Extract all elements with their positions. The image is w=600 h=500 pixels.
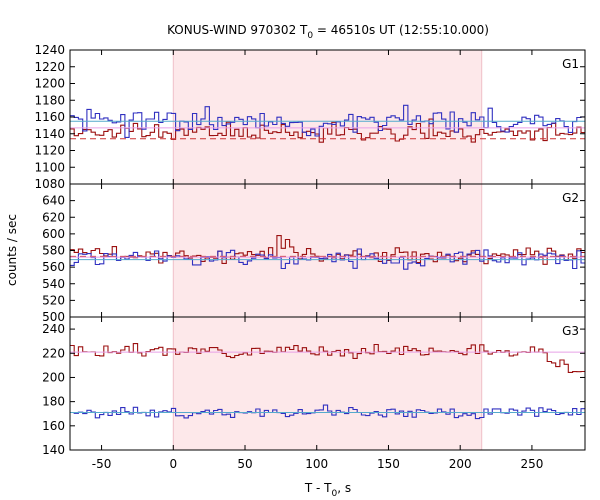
y-tick-label: 640 (42, 194, 65, 208)
x-tick-label: 100 (305, 457, 328, 471)
highlight-region (173, 184, 482, 317)
x-tick-label: 50 (237, 457, 252, 471)
series-red (70, 343, 585, 373)
highlight-region (173, 317, 482, 450)
y-tick-label: 600 (42, 227, 65, 241)
y-tick-label: 1140 (34, 127, 65, 141)
y-tick-label: 1160 (34, 110, 65, 124)
x-tick-label: 150 (377, 457, 400, 471)
x-tick-label: 250 (520, 457, 543, 471)
panel-g1: 1080 1100 1120 1140 1160 1180 1200 1220 1240 G1 (34, 43, 586, 191)
y-tick-label: 140 (42, 443, 65, 457)
y-tick-label: 1180 (34, 93, 65, 107)
y-tick-label: 1120 (34, 144, 65, 158)
y-axis-label: counts / sec (5, 214, 19, 286)
y-tick-label: 1220 (34, 60, 65, 74)
panel-label: G3 (562, 324, 579, 338)
panel-g2: 500 520 540 560 580 600 620 640 G2 (42, 183, 586, 324)
y-tick-label: 560 (42, 260, 65, 274)
y-tick-label: 540 (42, 277, 65, 291)
y-tick-label: 500 (42, 310, 65, 324)
y-tick-label: 1080 (34, 177, 65, 191)
y-tick-label: 200 (42, 370, 65, 384)
series-blue (70, 104, 585, 138)
y-tick-label: 160 (42, 419, 65, 433)
y-tick-label: 1100 (34, 160, 65, 174)
x-tick-label: -50 (92, 457, 112, 471)
y-tick-label: 240 (42, 322, 65, 336)
y-tick-label: 520 (42, 293, 65, 307)
y-tick-label: 220 (42, 346, 65, 360)
y-tick-label: 180 (42, 395, 65, 409)
panels-group: 1080 1100 1120 1140 1160 1180 1200 1220 1240 G1 50… (34, 43, 586, 471)
x-tick-label: 200 (449, 457, 472, 471)
chart-title: KONUS-WIND 970302 T0 = 46510s UT (12:55:… (167, 23, 489, 41)
panel-label: G2 (562, 191, 579, 205)
panel-g3: 140 160 180 200 220 240 G3 (42, 316, 586, 457)
panel-frame (69, 316, 586, 451)
x-axis-label: T - T0, s (304, 481, 351, 499)
panel-label: G1 (562, 57, 579, 71)
series-blue (70, 248, 585, 270)
y-tick-label: 580 (42, 244, 65, 258)
highlight-region (173, 50, 482, 184)
x-tick-label: 0 (169, 457, 177, 471)
series-blue (70, 404, 585, 420)
y-tick-label: 1240 (34, 43, 65, 57)
y-tick-label: 1200 (34, 77, 65, 91)
y-tick-label: 620 (42, 210, 65, 224)
